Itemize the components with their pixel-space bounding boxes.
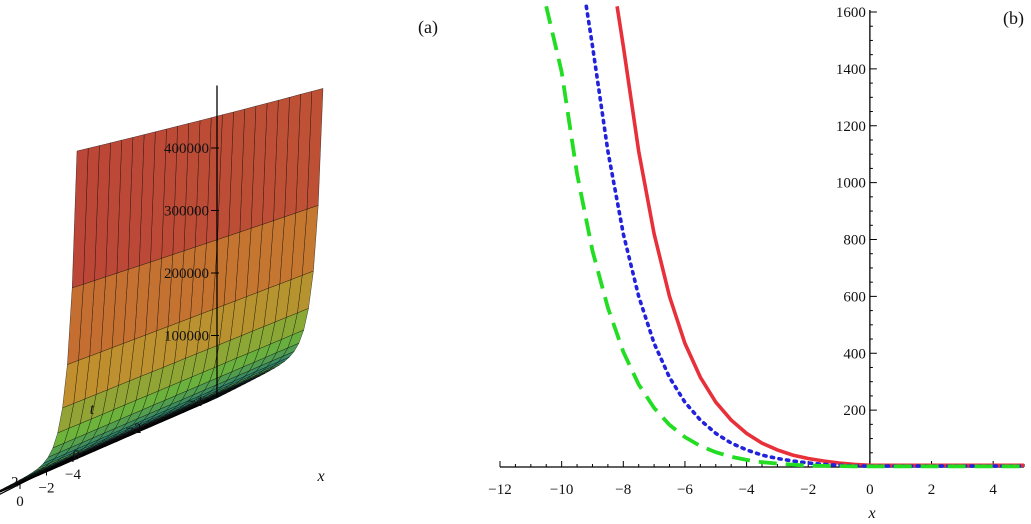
b-x-tick-label: 2 [928,482,936,498]
x-tick-label: −4 [65,467,81,483]
b-y-tick-label: 400 [843,346,866,362]
panel-b-x-axis-title: x [867,505,875,522]
panel-a-x-axis-title: x [316,468,324,485]
panel-a-label: (a) [418,17,438,38]
series-solid-red [615,6,1024,468]
b-x-tick-label: 4 [989,482,997,498]
surface-mesh [0,88,324,493]
panel-b-line-chart: −12 −10 −8 −6 −4 −2 0 2 4 200 400 600 800 1000 1200 140… [488,4,1025,522]
surface-cell [0,490,2,492]
b-y-tick-label: 1600 [836,5,866,21]
series-dashed-green [544,5,1024,469]
b-x-tick-label: −2 [800,482,816,498]
panel-b-axes: −12 −10 −8 −6 −4 −2 0 2 4 200 400 600 800 1000 1200 140… [488,5,1025,498]
series-dotted-blue [584,4,1024,468]
surface-cell [0,487,7,492]
b-x-tick-label: −12 [488,482,511,498]
b-y-tick-label: 200 [843,403,866,419]
panel-a-t-axis-title: t [90,401,95,418]
z-tick-label: 200000 [164,266,209,282]
b-y-tick-label: 600 [843,289,866,305]
panel-b-label: (b) [1003,8,1024,29]
t-tick-label: −4 [187,394,203,410]
b-x-tick-label: −4 [739,482,755,498]
b-x-tick-label: −10 [550,482,573,498]
b-y-tick-label: 1400 [836,62,866,78]
b-x-tick-label: 0 [866,482,874,498]
x-tick-label: 0 [16,494,24,510]
t-tick-label: 2 [11,474,19,490]
x-tick-label: −2 [39,481,55,497]
b-y-tick-label: 1000 [836,176,866,192]
z-tick-label: 400000 [164,141,209,157]
z-tick-label: 100000 [164,329,209,345]
t-tick-label: −2 [126,421,142,437]
b-x-tick-label: −6 [677,482,693,498]
z-tick-label: 300000 [164,204,209,220]
b-x-tick-label: −8 [615,482,631,498]
t-tick-label: 0 [73,448,81,464]
panel-b-series [544,4,1024,469]
b-y-tick-label: 800 [843,233,866,249]
b-y-tick-label: 1200 [836,119,866,135]
